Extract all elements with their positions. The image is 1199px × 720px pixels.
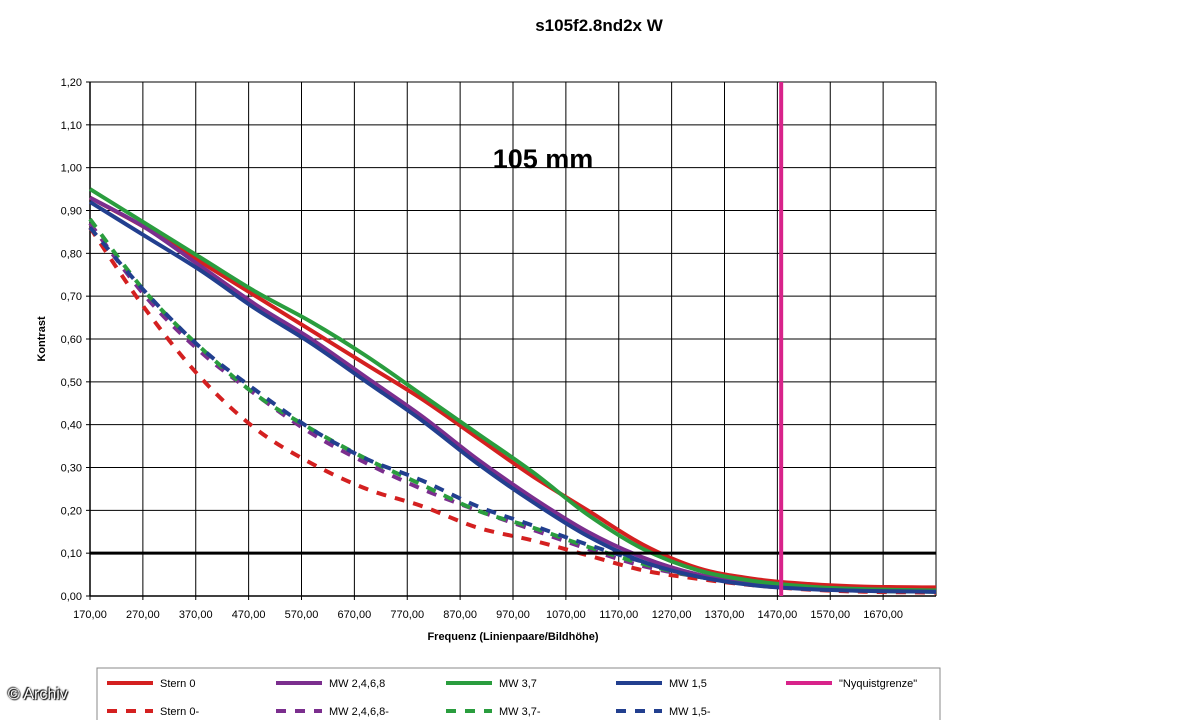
series-line-mw-3-7: [88, 187, 937, 593]
y-tick-label: 0,80: [61, 248, 82, 260]
y-tick-label: 1,20: [61, 77, 82, 89]
y-axis-label: Kontrast: [36, 316, 48, 362]
y-tick-label: 0,10: [61, 548, 82, 560]
focal-length-annotation: 105 mm: [493, 144, 594, 174]
legend-label: MW 1,5: [669, 678, 707, 690]
y-tick-label: 0,70: [61, 291, 82, 303]
y-tick-label: 1,00: [61, 163, 82, 175]
x-tick-label: 1170,00: [599, 609, 638, 621]
x-tick-label: 470,00: [232, 609, 266, 621]
x-tick-label: 170,00: [73, 609, 107, 621]
x-tick-label: 1470,00: [757, 609, 797, 621]
series-line-stern-0: [89, 195, 937, 590]
chart-title: s105f2.8nd2x W: [535, 16, 664, 35]
x-tick-label: 1570,00: [810, 609, 850, 621]
y-tick-labels: 0,00 0,10 0,20 0,30 0,40 0,50 0,60 0,70 0,80 0,90…: [61, 77, 90, 603]
legend-label: MW 2,4,6,8-: [329, 706, 389, 718]
x-tick-label: 1070,00: [546, 609, 586, 621]
y-tick-label: 0,30: [61, 463, 82, 475]
series-line-stern-0-dashed: [88, 226, 937, 595]
legend: Stern 0 MW 2,4,6,8 MW 3,7 MW 1,5 "Nyquistgre…: [96, 667, 941, 720]
y-tick-label: 0,90: [61, 206, 82, 218]
y-tick-label: 0,20: [61, 505, 82, 517]
y-tick-label: 0,50: [61, 377, 82, 389]
legend-label: "Nyquistgrenze": [839, 678, 917, 690]
x-tick-label: 1270,00: [652, 609, 692, 621]
x-tick-labels: 170,00 270,00 370,00 470,00 570,00 670,00 770,…: [73, 596, 903, 621]
series-line-mw-1-5: [88, 200, 937, 594]
x-tick-label: 270,00: [126, 609, 160, 621]
y-tick-label: 0,40: [61, 420, 82, 432]
legend-label: Stern 0-: [160, 706, 199, 718]
legend-label: MW 2,4,6,8: [329, 678, 385, 690]
x-tick-label: 1370,00: [705, 609, 745, 621]
x-tick-label: 970,00: [496, 609, 530, 621]
x-tick-label: 370,00: [179, 609, 213, 621]
y-tick-label: 0,60: [61, 334, 82, 346]
x-axis-label: Frequenz (Linienpaare/Bildhöhe): [427, 631, 598, 643]
legend-label: Stern 0: [160, 678, 195, 690]
x-tick-label: 670,00: [338, 609, 372, 621]
x-tick-label: 870,00: [443, 609, 477, 621]
x-tick-label: 570,00: [285, 609, 319, 621]
y-tick-label: 1,10: [61, 120, 82, 132]
legend-label: MW 1,5-: [669, 706, 711, 718]
copyright-watermark: © Archiv: [8, 686, 68, 703]
x-tick-label: 770,00: [390, 609, 424, 621]
y-tick-label: 0,00: [61, 591, 82, 603]
legend-label: MW 3,7-: [499, 706, 541, 718]
x-tick-label: 1670,00: [863, 609, 903, 621]
legend-label: MW 3,7: [499, 678, 537, 690]
